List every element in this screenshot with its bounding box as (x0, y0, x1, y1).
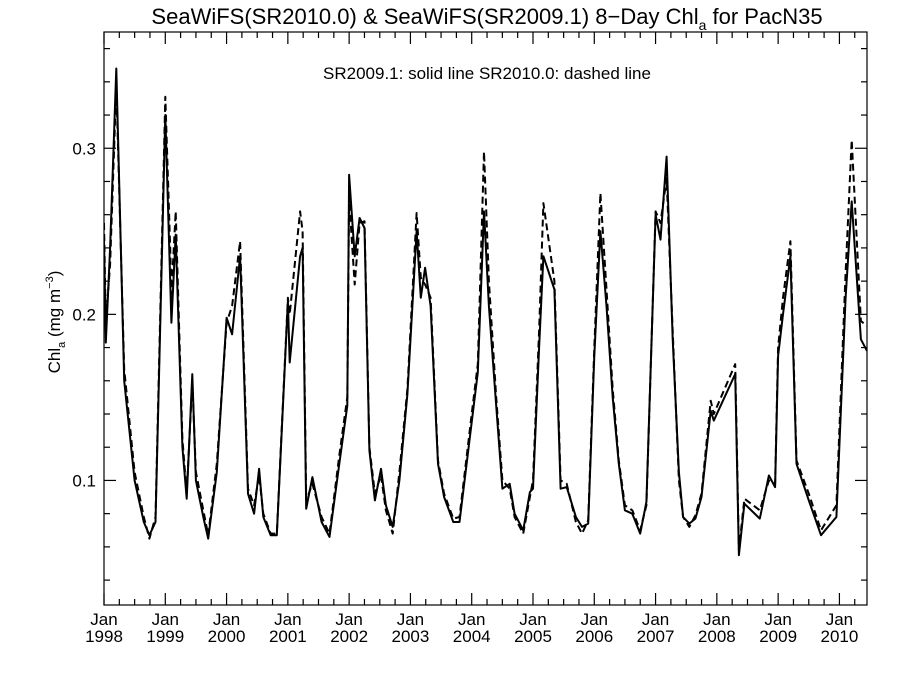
x-tick-year-label: 2007 (637, 627, 675, 646)
chart-title-subscript: a (699, 17, 707, 33)
x-tick-year-label: 2010 (821, 627, 859, 646)
x-tick-month-label: Jan (274, 610, 301, 629)
x-tick-year-label: 2006 (575, 627, 613, 646)
y-axis-label: Chla (mg m−3) (44, 271, 68, 374)
y-label-close: ) (45, 271, 64, 277)
x-tick-year-label: 2008 (698, 627, 736, 646)
legend-note: SR2009.1: solid line SR2010.0: dashed li… (323, 64, 651, 83)
x-tick-month-label: Jan (458, 610, 485, 629)
y-label-units: (mg m (45, 289, 64, 342)
x-tick-month-label: Jan (213, 610, 240, 629)
y-label-superscript: −3 (44, 276, 56, 289)
x-tick-month-label: Jan (764, 610, 791, 629)
chart-title-tail: for PacN35 (706, 4, 822, 29)
x-tick-month-label: Jan (397, 610, 424, 629)
chart-title: SeaWiFS(SR2010.0) & SeaWiFS(SR2009.1) 8−… (151, 4, 822, 33)
chart-title-main: SeaWiFS(SR2010.0) & SeaWiFS(SR2009.1) 8−… (151, 4, 698, 29)
x-tick-month-label: Jan (519, 610, 546, 629)
x-tick-year-label: 2002 (330, 627, 368, 646)
x-tick-month-label: Jan (152, 610, 179, 629)
y-label-subscript: a (56, 341, 68, 348)
x-tick-year-label: 2003 (392, 627, 430, 646)
y-tick-label: 0.1 (72, 471, 96, 490)
svg-text:Chla (mg m−3): Chla (mg m−3) (44, 271, 68, 374)
y-label-main: Chl (45, 348, 64, 374)
x-tick-year-label: 1999 (146, 627, 184, 646)
x-tick-year-label: 2000 (208, 627, 246, 646)
x-tick-month-label: Jan (90, 610, 117, 629)
x-tick-month-label: Jan (335, 610, 362, 629)
x-tick-month-label: Jan (581, 610, 608, 629)
x-tick-month-label: Jan (703, 610, 730, 629)
x-tick-year-label: 2001 (269, 627, 307, 646)
x-tick-year-label: 2004 (453, 627, 491, 646)
x-tick-year-label: 2009 (759, 627, 797, 646)
series-lines (104, 67, 867, 557)
plot-frame (103, 31, 868, 606)
y-tick-label: 0.3 (72, 139, 96, 158)
series-line-SR2009-1 (104, 67, 867, 557)
x-tick-year-label: 2005 (514, 627, 552, 646)
tick-marks (103, 32, 867, 605)
series-line-SR2010-0 (104, 84, 867, 552)
y-tick-label: 0.2 (72, 305, 96, 324)
x-tick-month-label: Jan (826, 610, 853, 629)
x-tick-month-label: Jan (642, 610, 669, 629)
tick-labels: 0.10.20.3Jan1998Jan1999Jan2000Jan2001Jan… (72, 139, 858, 646)
x-tick-year-label: 1998 (85, 627, 123, 646)
